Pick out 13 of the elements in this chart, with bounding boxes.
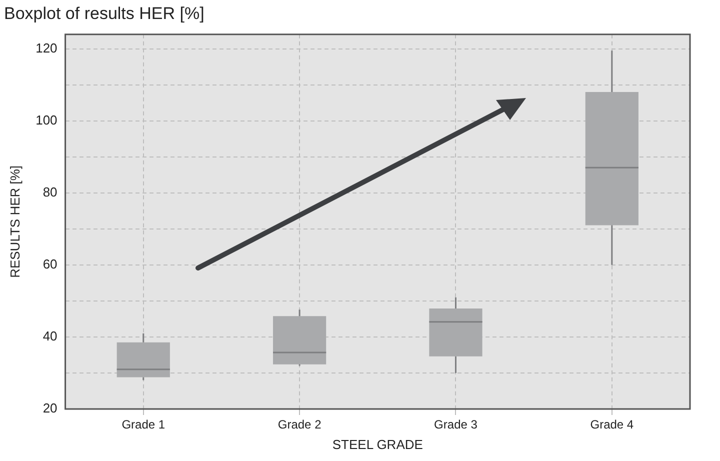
y-tick-label: 20 <box>42 400 58 416</box>
y-tick-label: 40 <box>42 328 58 344</box>
x-tick-label: Grade 1 <box>122 418 166 432</box>
y-tick-label: 80 <box>42 184 58 200</box>
y-tick-label: 100 <box>36 112 58 128</box>
y-axis-title: RESULTS HER [%] <box>7 165 22 278</box>
x-tick-label: Grade 4 <box>590 418 634 432</box>
x-tick-label: Grade 2 <box>278 418 322 432</box>
y-tick-label: 120 <box>36 40 58 56</box>
y-tick-label: 60 <box>42 256 58 272</box>
x-tick-label: Grade 3 <box>434 418 478 432</box>
x-axis-title: STEEL GRADE <box>332 436 424 452</box>
chart-title: Boxplot of results HER [%] <box>4 4 204 23</box>
